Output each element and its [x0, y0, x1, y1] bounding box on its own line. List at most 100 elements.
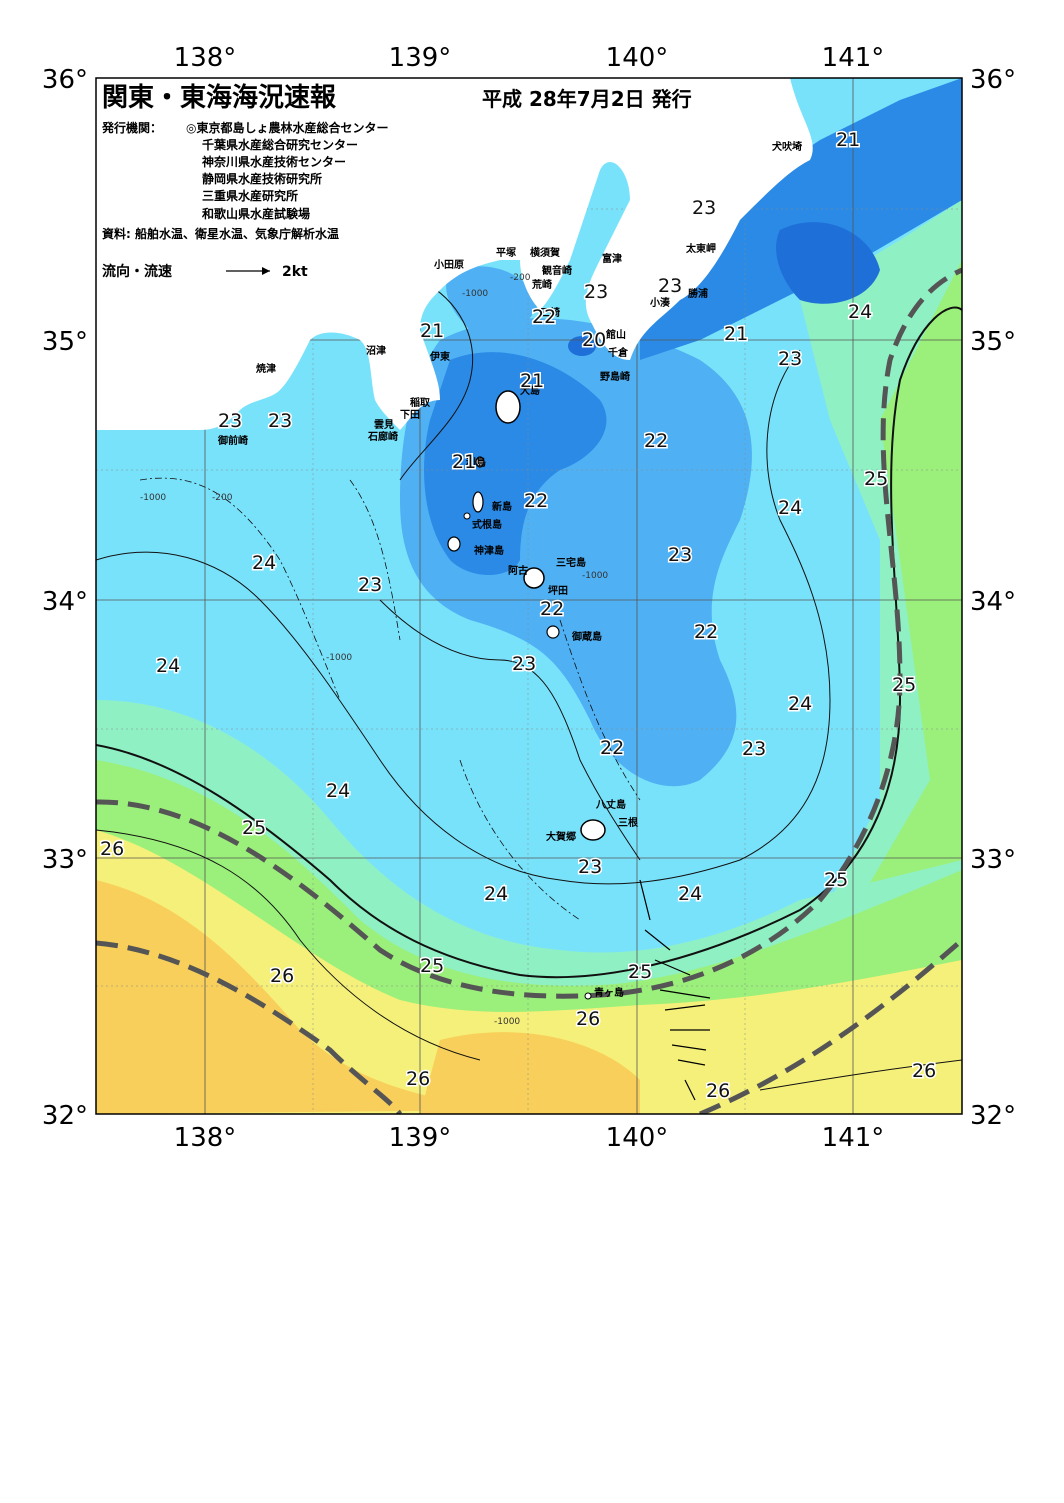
- island-hachijojima: [580, 819, 606, 841]
- place-name: 神津島: [474, 544, 504, 557]
- isotherm-label: 23: [658, 275, 682, 297]
- place-name: 大島: [520, 384, 540, 397]
- kuroshio-axis-south: [699, 938, 962, 1114]
- isotherm-label: 22: [644, 430, 668, 452]
- depth-label: -1000: [140, 493, 166, 503]
- lon-label-138-bottom: 138°: [174, 1123, 237, 1153]
- current-legend-scale: 2kt: [282, 264, 308, 280]
- place-name: 焼津: [256, 362, 276, 375]
- isotherm-label: 24: [678, 883, 702, 905]
- isotherm-label: 23: [692, 197, 716, 219]
- place-name: 三宅島: [556, 556, 586, 569]
- island-mikurajima: [546, 625, 560, 639]
- place-name: 千倉: [608, 346, 629, 359]
- isotherm-label: 23: [268, 410, 292, 432]
- land-honshu: [96, 78, 813, 430]
- place-name: 小湊: [649, 296, 671, 309]
- isotherm-label: 25: [420, 955, 444, 977]
- sea-23-zone-suruga: [296, 320, 380, 460]
- place-name: 太東岬: [685, 242, 716, 255]
- lat-label-33-left: 33°: [42, 845, 88, 875]
- isotherm-label: 25: [892, 674, 916, 696]
- island-shikinejima: [463, 512, 471, 520]
- depth-contours: [139, 477, 641, 921]
- lat-label-33-right: 33°: [970, 845, 1016, 875]
- place-name: 勝浦: [688, 287, 708, 300]
- place-name: 小田原: [433, 258, 464, 271]
- isotherm-label: 22: [694, 621, 718, 643]
- lat-label-34-left: 34°: [42, 587, 88, 617]
- isotherm-label: 23: [668, 544, 692, 566]
- isotherm-label: 23: [742, 738, 766, 760]
- place-name: 坪田: [548, 584, 568, 597]
- place-name: 式根島: [472, 518, 502, 531]
- place-name: 新島: [492, 500, 512, 513]
- lat-label-32-left: 32°: [42, 1101, 88, 1131]
- isotherm-label: 23: [578, 856, 602, 878]
- sea-21-zone-boso: [640, 78, 962, 360]
- kuroshio-axis-west: [96, 940, 403, 1114]
- agency-0: ◎東京都島しょ農林水産総合センター: [186, 120, 388, 135]
- place-name: 横須賀: [530, 246, 560, 259]
- agency-2: 神奈川県水産技術センター: [202, 154, 346, 169]
- lon-label-140-bottom: 140°: [606, 1123, 669, 1153]
- isotherm-label: 26: [912, 1060, 936, 1082]
- isotherm-label: 25: [864, 468, 888, 490]
- depth-label: -1000: [582, 571, 608, 581]
- place-name: 青ヶ島: [594, 986, 624, 999]
- isotherm-label: 21: [836, 129, 860, 151]
- sea-27-zone-west: [96, 880, 520, 1114]
- lon-label-139-bottom: 139°: [389, 1123, 452, 1153]
- lon-label-139-top: 139°: [389, 43, 452, 73]
- map-title: 関東・東海海況速報: [102, 83, 337, 113]
- depth-label: -200: [212, 493, 233, 503]
- agency-3: 静岡県水産技術研究所: [202, 171, 322, 186]
- lat-label-32-right: 32°: [970, 1101, 1016, 1131]
- place-name: 石廊崎: [367, 430, 398, 443]
- depth-label: -200: [510, 273, 531, 283]
- agencies-label: 発行機関：: [101, 120, 162, 135]
- isotherm-label: 25: [824, 869, 848, 891]
- map-frame: [95, 77, 963, 1115]
- sea-21-zone-izu: [424, 352, 607, 575]
- place-name: 雲見: [374, 419, 394, 431]
- isotherm-label: 26: [270, 965, 294, 987]
- isotherm-label: 25: [242, 817, 266, 839]
- place-name: 御前崎: [217, 434, 248, 447]
- sea-22-zone-sagami: [446, 266, 540, 334]
- isotherm-label: 24: [848, 301, 872, 323]
- place-name: 犬吠埼: [772, 140, 802, 153]
- isotherm-label: 26: [706, 1080, 730, 1102]
- depth-label: -1000: [326, 653, 352, 663]
- sea-20-zone-tateyama: [568, 336, 596, 356]
- isotherm-label: 25: [628, 961, 652, 983]
- isotherm-label: 21: [452, 451, 476, 473]
- place-name: 稲取: [410, 396, 431, 409]
- place-name: 荒崎: [531, 278, 552, 291]
- isotherms: [96, 279, 962, 1091]
- isotherm-label: 22: [600, 737, 624, 759]
- isotherm-label: 23: [778, 348, 802, 370]
- lon-label-141-top: 141°: [822, 43, 885, 73]
- island-miyakejima: [523, 567, 545, 589]
- current-legend-arrowhead: [262, 267, 270, 275]
- minor-graticule: [96, 78, 962, 1114]
- map-body: [96, 78, 962, 1114]
- data-sources: 資料: 船舶水温、衛星水温、気象庁解析水温: [102, 226, 339, 241]
- place-name: 平塚: [496, 246, 516, 259]
- isotherm-label: 21: [420, 320, 444, 342]
- isotherm-label: 24: [484, 883, 508, 905]
- isotherm-label: 26: [100, 838, 124, 860]
- sea-27-zone-center: [420, 1032, 640, 1114]
- place-name: 八丈島: [595, 798, 626, 811]
- isotherm-label: 24: [788, 693, 812, 715]
- place-name: 大賀郷: [546, 830, 576, 843]
- lat-label-35-right: 35°: [970, 327, 1016, 357]
- depth-label: -1000: [462, 289, 488, 299]
- isotherm-label: 20: [582, 329, 606, 351]
- lat-labels-right: 36° 35° 34° 33° 32°: [970, 65, 1016, 1131]
- isotherm-label: 22: [524, 490, 548, 512]
- lon-labels-top: 138° 139° 140° 141°: [174, 43, 885, 73]
- island-oshima: [495, 390, 521, 424]
- lat-labels-left: 36° 35° 34° 33° 32°: [42, 65, 88, 1131]
